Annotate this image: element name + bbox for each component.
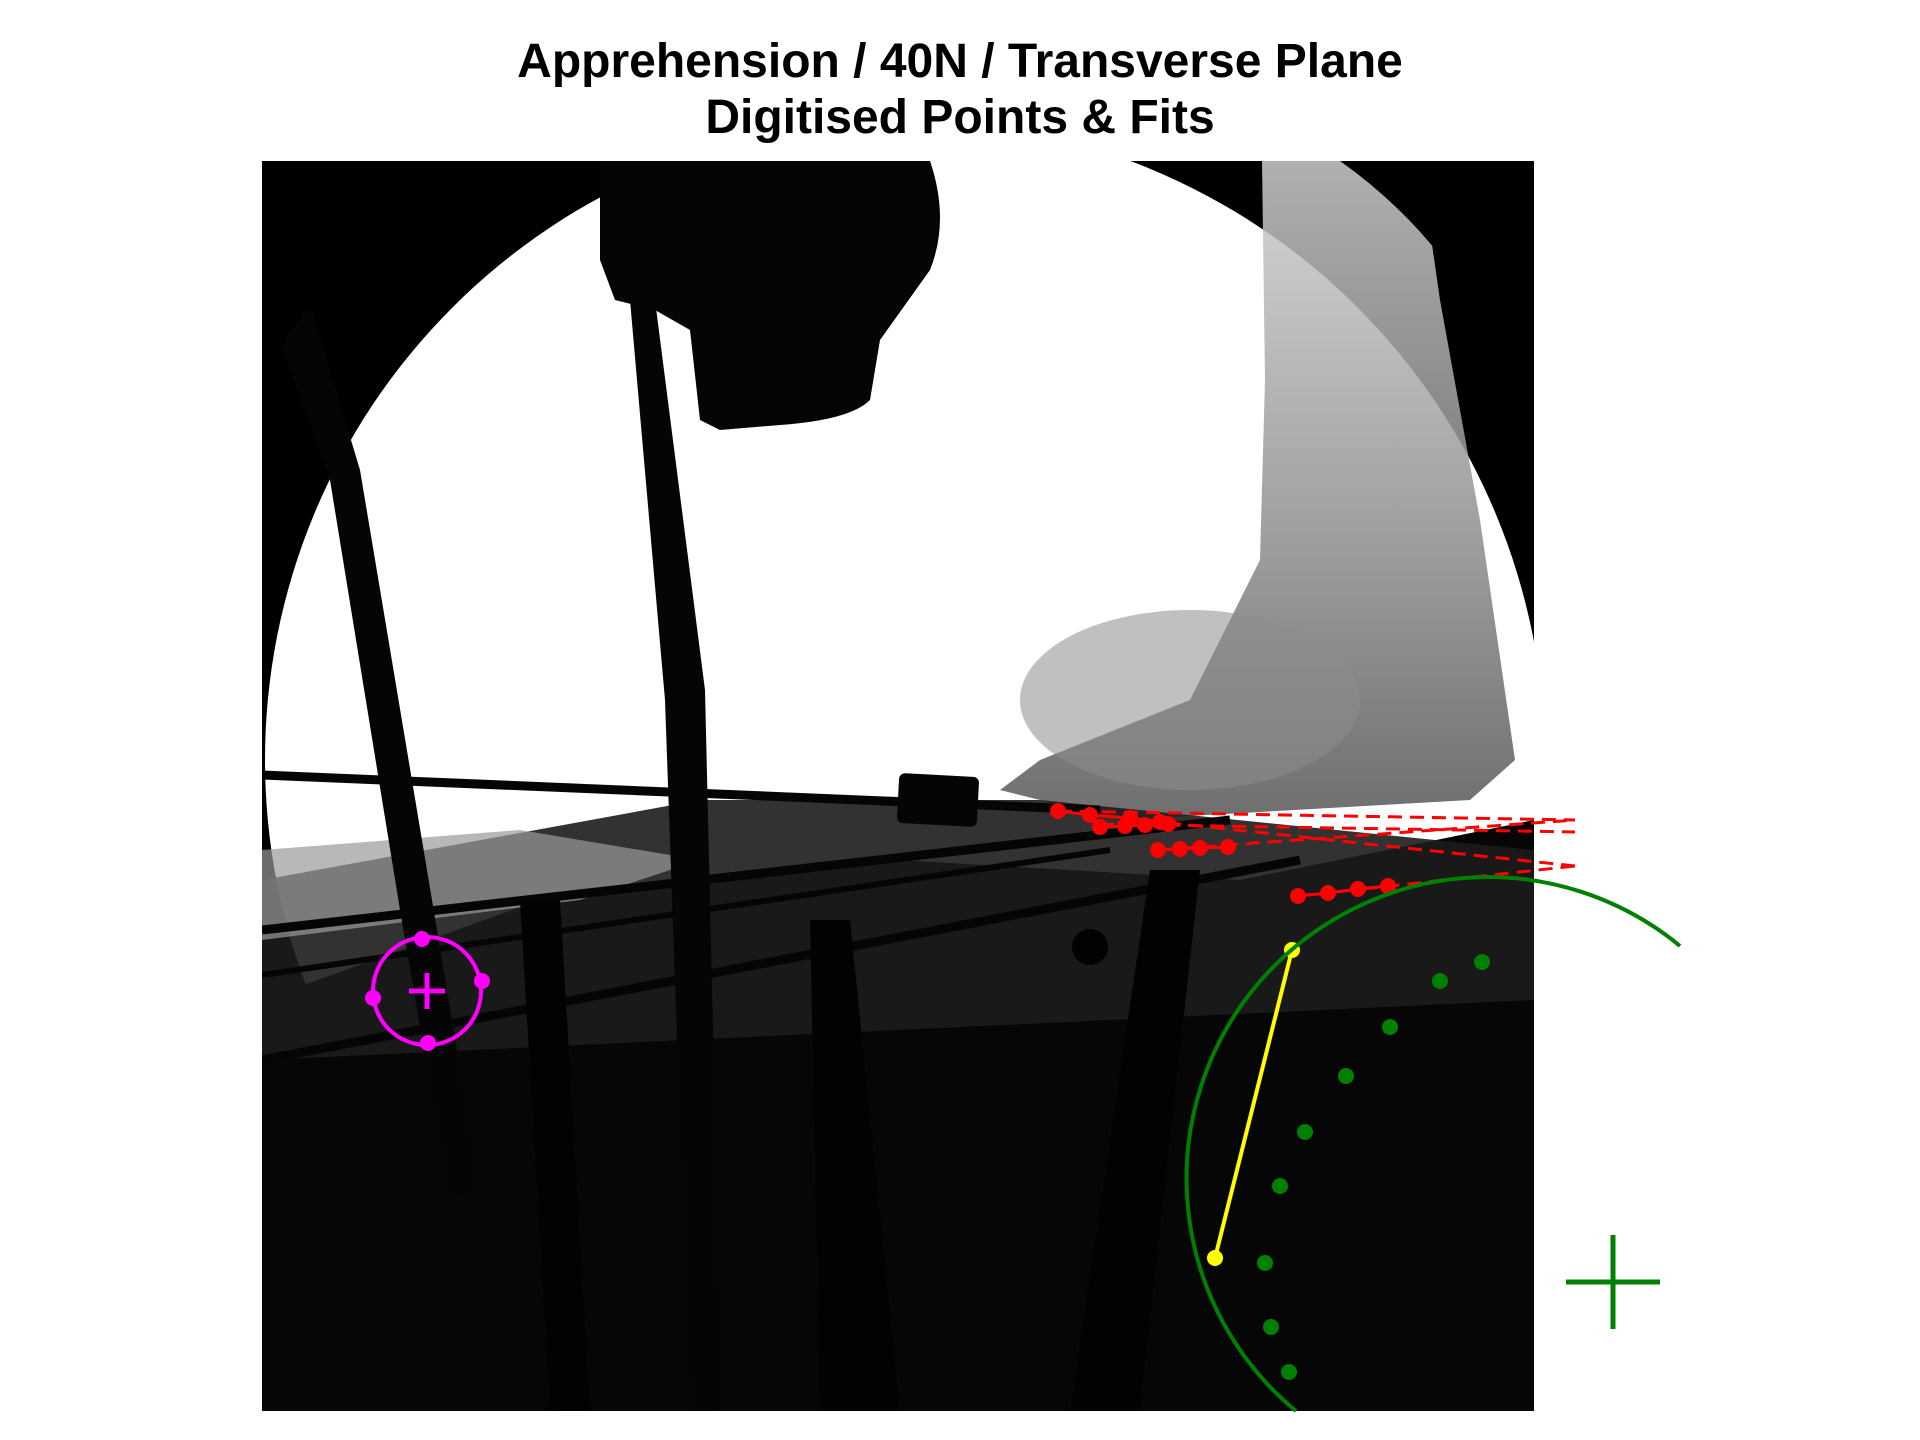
figure-title: Apprehension / 40N / Transverse Plane Di… <box>0 34 1920 146</box>
yellow-point <box>1207 1250 1223 1266</box>
title-line-2: Digitised Points & Fits <box>705 91 1215 144</box>
green-point <box>1297 1124 1313 1140</box>
xray-image <box>262 161 1534 1411</box>
magenta-point <box>414 931 430 947</box>
green-point <box>1338 1068 1354 1084</box>
magenta-point <box>474 973 490 989</box>
green-point <box>1382 1019 1398 1035</box>
red-point <box>1380 878 1396 894</box>
green-point <box>1432 973 1448 989</box>
magenta-point <box>420 1035 436 1051</box>
green-point <box>1263 1319 1279 1335</box>
red-point <box>1137 817 1153 833</box>
red-point <box>1192 840 1208 856</box>
green-point <box>1257 1255 1273 1271</box>
green-point <box>1272 1178 1288 1194</box>
red-point <box>1092 819 1108 835</box>
green-circle-fit <box>1184 875 1682 1413</box>
red-line-fits <box>1050 803 1576 904</box>
red-point <box>1150 842 1166 858</box>
red-point <box>1320 885 1336 901</box>
red-point <box>1117 818 1133 834</box>
red-point <box>1350 881 1366 897</box>
green-point <box>1474 954 1490 970</box>
red-point <box>1082 807 1098 823</box>
red-point <box>1290 888 1306 904</box>
green-point <box>1281 1364 1297 1380</box>
title-line-1: Apprehension / 40N / Transverse Plane <box>517 35 1403 88</box>
magenta-point <box>365 990 381 1006</box>
red-point <box>1220 839 1236 855</box>
red-point <box>1172 841 1188 857</box>
magenta-circle-fit <box>365 931 490 1051</box>
red-point <box>1160 816 1176 832</box>
red-point <box>1050 803 1066 819</box>
